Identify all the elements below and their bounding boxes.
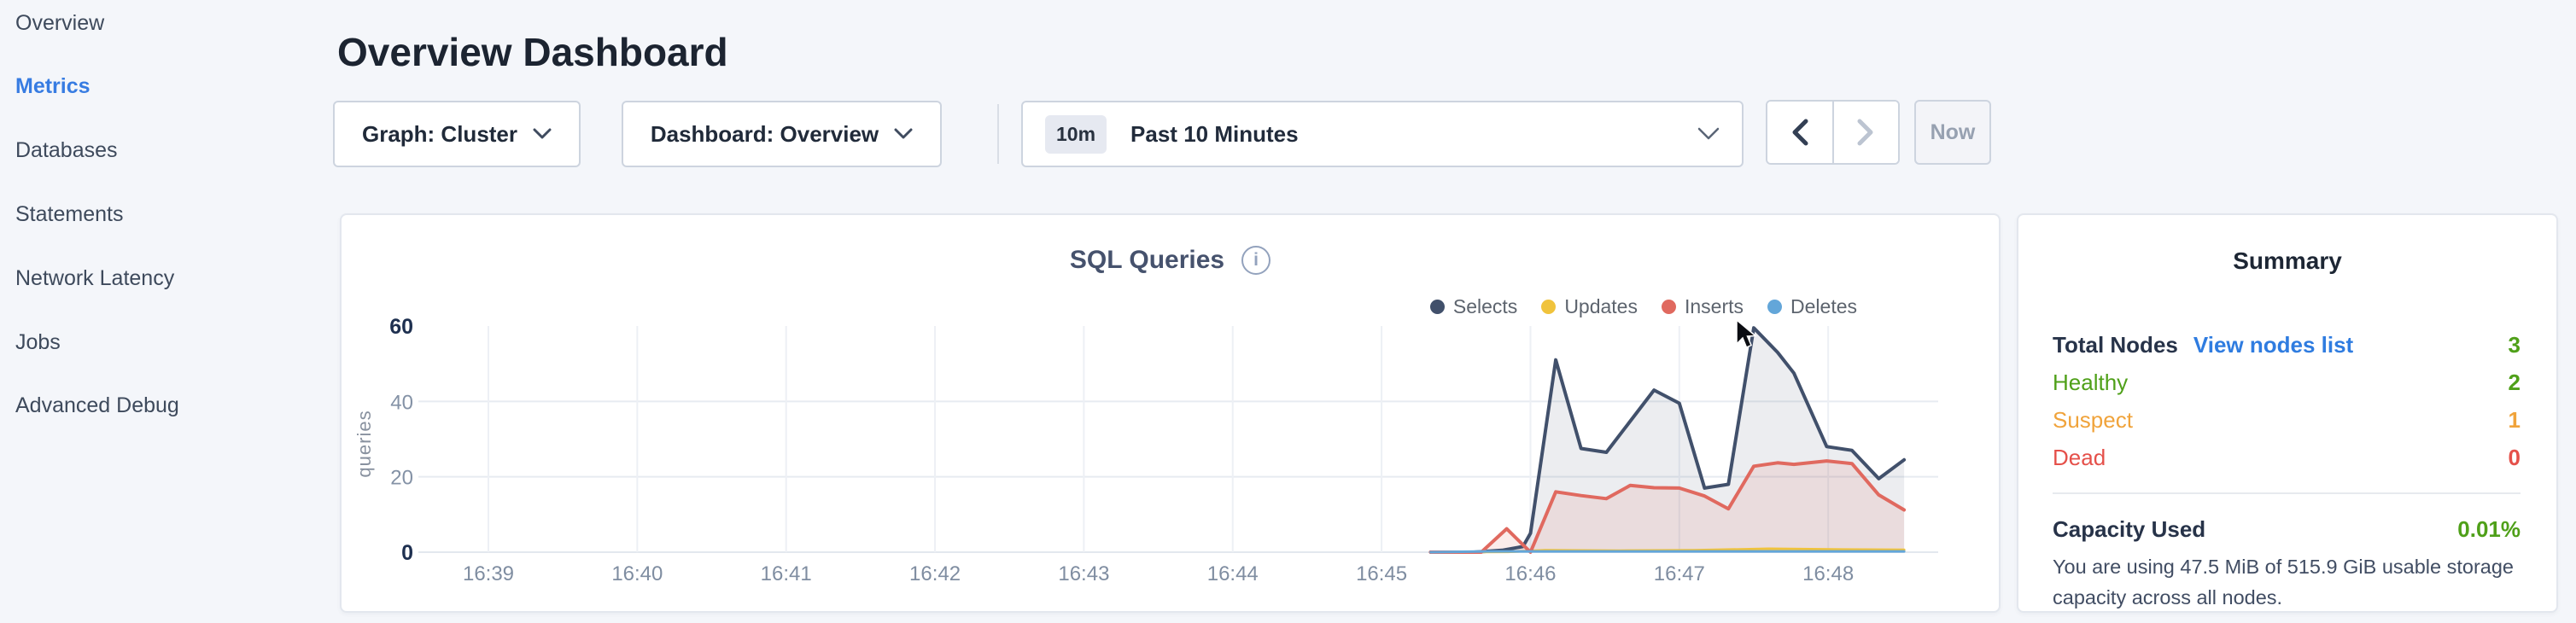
legend-item-inserts[interactable]: Inserts	[1661, 295, 1744, 318]
legend-item-deletes[interactable]: Deletes	[1767, 295, 1857, 318]
legend-dot-icon	[1541, 300, 1557, 314]
capacity-description: You are using 47.5 MiB of 515.9 GiB usab…	[2053, 556, 2514, 608]
svg-text:queries: queries	[353, 410, 375, 477]
legend-item-updates[interactable]: Updates	[1541, 295, 1638, 318]
summary-row-suspect: Suspect 1	[2053, 401, 2521, 439]
summary-row-healthy: Healthy 2	[2053, 364, 2521, 401]
chart-title: SQL Queries	[1069, 246, 1225, 274]
legend-label: Updates	[1564, 295, 1638, 317]
legend-label: Selects	[1452, 295, 1518, 317]
svg-text:16:48: 16:48	[1802, 562, 1854, 585]
svg-text:16:39: 16:39	[463, 562, 514, 585]
chevron-down-icon	[1697, 127, 1720, 140]
view-nodes-list-link[interactable]: View nodes list	[2193, 331, 2354, 358]
dashboard-dropdown-label: Dashboard: Overview	[650, 120, 879, 147]
summary-row-value: 1	[2508, 406, 2521, 433]
now-button[interactable]: Now	[1914, 100, 1991, 165]
summary-row-value: 3	[2508, 331, 2521, 358]
time-range-badge: 10m	[1045, 114, 1107, 154]
dashboard-dropdown[interactable]: Dashboard: Overview	[622, 101, 942, 167]
summary-row-label: Healthy	[2053, 369, 2129, 395]
summary-rows: Total Nodes View nodes list 3 Healthy 2 Suspe…	[2053, 326, 2521, 476]
capacity-label: Capacity Used	[2053, 515, 2206, 542]
legend-dot-icon	[1429, 300, 1445, 314]
chevron-left-icon	[1792, 119, 1808, 146]
sidebar-item-network-latency[interactable]: Network Latency	[15, 266, 175, 290]
svg-text:16:47: 16:47	[1654, 562, 1705, 585]
summary-row-value: 2	[2508, 369, 2521, 395]
svg-text:16:40: 16:40	[611, 562, 663, 585]
svg-text:40: 40	[390, 391, 413, 414]
summary-divider	[2053, 492, 2521, 494]
sidebar: Overview Metrics Databases Statements Networ…	[0, 0, 333, 623]
summary-row-value: 0	[2508, 444, 2521, 470]
chevron-down-icon	[533, 128, 552, 139]
summary-row-label: Dead	[2053, 444, 2106, 470]
capacity-value: 0.01%	[2457, 515, 2521, 542]
graph-dropdown[interactable]: Graph: Cluster	[333, 101, 581, 167]
legend-dot-icon	[1661, 300, 1676, 314]
chart-legend: Selects Updates Inserts Deletes	[1429, 295, 1857, 318]
time-range-selector[interactable]: 10m Past 10 Minutes	[1021, 101, 1744, 167]
svg-text:16:41: 16:41	[761, 562, 812, 585]
summary-row-label: Suspect	[2053, 406, 2133, 433]
controls-divider	[997, 104, 999, 164]
chevron-right-icon	[1857, 119, 1873, 146]
sidebar-item-jobs[interactable]: Jobs	[15, 330, 61, 354]
sql-queries-plot[interactable]: 0 20 40 60 16:39 16:40 16:41 16:42 16:43 16:44 16:…	[342, 215, 1999, 611]
legend-item-selects[interactable]: Selects	[1429, 295, 1518, 318]
legend-label: Inserts	[1684, 295, 1744, 317]
time-range-label: Past 10 Minutes	[1130, 120, 1299, 147]
time-pager	[1766, 100, 1900, 165]
chevron-down-icon	[894, 128, 913, 139]
svg-text:16:43: 16:43	[1058, 562, 1109, 585]
summary-row-label: Total Nodes	[2053, 331, 2178, 358]
summary-row-total-nodes: Total Nodes View nodes list 3	[2053, 326, 2521, 364]
sidebar-item-advanced-debug[interactable]: Advanced Debug	[15, 393, 179, 417]
capacity-row: Capacity Used 0.01%	[2053, 510, 2521, 548]
sql-queries-chart-card: SQL Queries i Selects Updates Inserts Delet…	[340, 213, 2001, 613]
sidebar-item-metrics[interactable]: Metrics	[15, 74, 91, 98]
summary-row-dead: Dead 0	[2053, 439, 2521, 476]
svg-text:60: 60	[389, 315, 413, 339]
next-time-button[interactable]	[1831, 102, 1898, 163]
svg-text:0: 0	[401, 541, 413, 565]
svg-text:16:45: 16:45	[1356, 562, 1407, 585]
page-title: Overview Dashboard	[337, 29, 728, 74]
summary-title: Summary	[2233, 247, 2342, 274]
svg-text:20: 20	[390, 467, 413, 490]
graph-dropdown-label: Graph: Cluster	[361, 120, 518, 147]
legend-dot-icon	[1767, 300, 1783, 314]
svg-text:16:42: 16:42	[909, 562, 961, 585]
svg-text:16:46: 16:46	[1504, 562, 1556, 585]
svg-text:16:44: 16:44	[1207, 562, 1259, 585]
sidebar-item-overview[interactable]: Overview	[15, 11, 105, 35]
legend-label: Deletes	[1790, 295, 1857, 317]
sidebar-item-statements[interactable]: Statements	[15, 202, 124, 226]
sidebar-item-databases[interactable]: Databases	[15, 138, 118, 162]
chart-title-row: SQL Queries i	[342, 246, 1999, 275]
prev-time-button[interactable]	[1767, 102, 1832, 163]
summary-card: Summary Total Nodes View nodes list 3 Healt…	[2017, 213, 2558, 613]
info-icon[interactable]: i	[1241, 246, 1271, 275]
